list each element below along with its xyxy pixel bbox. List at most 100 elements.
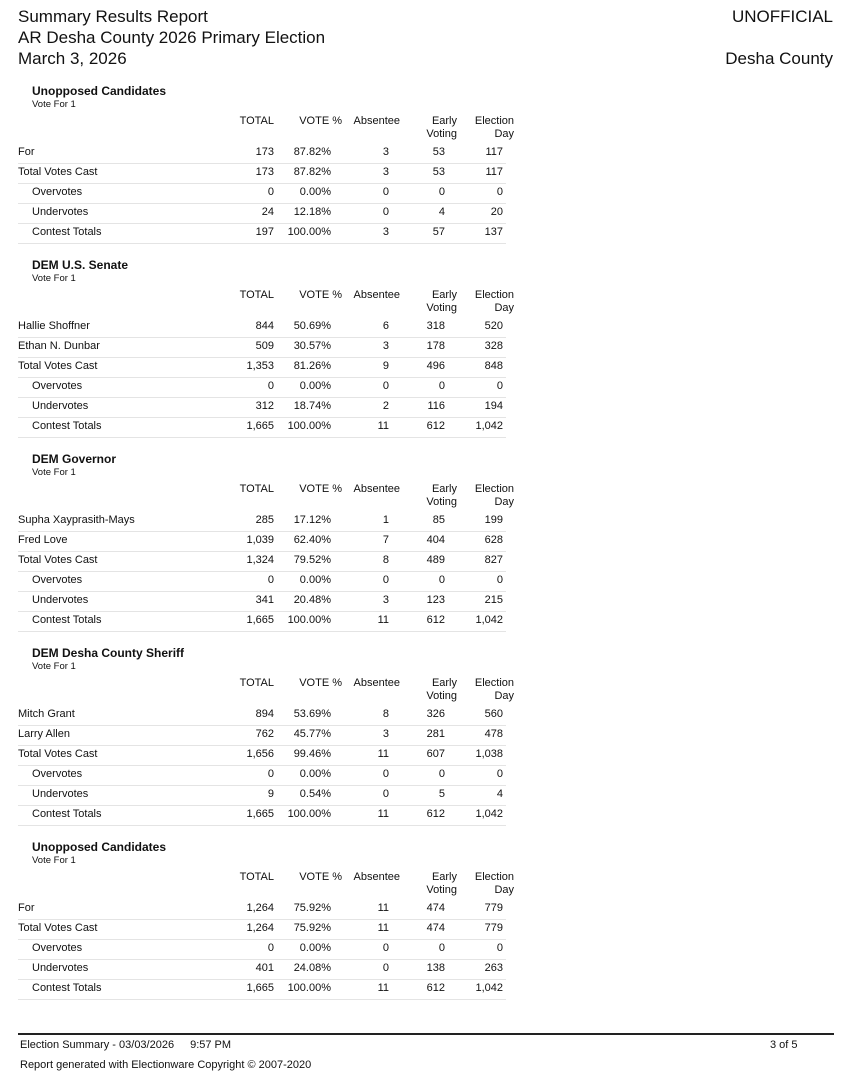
cell-total: 1,039 [246, 534, 274, 546]
col-absentee: Absentee [353, 483, 400, 495]
cell-early: 53 [432, 146, 445, 158]
cell-eday: 1,038 [475, 748, 503, 760]
col-early-voting: Early Voting [426, 115, 457, 140]
cell-absentee: 11 [377, 902, 389, 914]
cell-early: 123 [426, 594, 445, 606]
cell-pct: 0.00% [299, 574, 331, 586]
cell-pct: 100.00% [287, 808, 331, 820]
result-row: Fred Love 1,039 62.40% 7 404 628 [18, 531, 506, 552]
cell-pct: 100.00% [287, 614, 331, 626]
result-row: Overvotes 0 0.00% 0 0 0 [18, 377, 506, 398]
cell-eday: 848 [484, 360, 503, 372]
row-label: Overvotes [32, 574, 83, 586]
cell-eday: 0 [496, 768, 503, 780]
result-row: Undervotes 341 20.48% 3 123 215 [18, 591, 506, 612]
col-election-day: Election Day [474, 115, 514, 140]
row-label: Contest Totals [32, 982, 102, 994]
cell-total: 1,665 [246, 808, 274, 820]
cell-pct: 45.77% [293, 728, 331, 740]
cell-total: 894 [255, 708, 274, 720]
result-row: Mitch Grant 894 53.69% 8 326 560 [18, 705, 506, 726]
page-number: 3 of 5 [770, 1039, 798, 1051]
cell-total: 0 [267, 942, 274, 954]
cell-total: 341 [255, 594, 274, 606]
contest-title: Unopposed Candidates [32, 84, 167, 98]
result-row: Ethan N. Dunbar 509 30.57% 3 178 328 [18, 337, 506, 358]
cell-pct: 75.92% [293, 922, 331, 934]
cell-absentee: 11 [377, 982, 389, 994]
cell-eday: 117 [485, 166, 503, 178]
cell-eday: 0 [496, 942, 503, 954]
result-row: Hallie Shoffner 844 50.69% 6 318 520 [18, 317, 506, 338]
result-row: Contest Totals 1,665 100.00% 11 612 1,042 [18, 805, 506, 826]
cell-early: 607 [426, 748, 445, 760]
cell-absentee: 8 [382, 708, 389, 720]
result-row: Contest Totals 1,665 100.00% 11 612 1,042 [18, 979, 506, 1000]
row-label: Contest Totals [32, 614, 102, 626]
cell-pct: 53.69% [293, 708, 331, 720]
cell-pct: 75.92% [293, 902, 331, 914]
election-date: March 3, 2026 [18, 49, 127, 68]
cell-eday: 520 [484, 320, 503, 332]
cell-early: 496 [426, 360, 445, 372]
cell-absentee: 0 [382, 768, 389, 780]
contest-title: DEM Governor [32, 452, 117, 466]
cell-absentee: 11 [377, 748, 389, 760]
cell-absentee: 0 [382, 186, 389, 198]
result-row: Undervotes 24 12.18% 0 4 20 [18, 203, 506, 224]
cell-absentee: 8 [382, 554, 389, 566]
row-label: Undervotes [32, 962, 89, 974]
footer-generated: Report generated with Electionware Copyr… [20, 1059, 312, 1071]
cell-absentee: 0 [382, 206, 389, 218]
report-title: Summary Results Report [18, 7, 208, 26]
vote-for: Vote For 1 [32, 273, 76, 284]
cell-eday: 0 [496, 574, 503, 586]
cell-eday: 4 [496, 788, 503, 800]
row-label: Ethan N. Dunbar [18, 340, 100, 352]
cell-early: 612 [426, 808, 445, 820]
cell-pct: 100.00% [287, 982, 331, 994]
cell-eday: 328 [484, 340, 503, 352]
cell-pct: 62.40% [293, 534, 331, 546]
cell-total: 173 [255, 146, 274, 158]
cell-absentee: 11 [377, 808, 389, 820]
row-label: Overvotes [32, 186, 83, 198]
cell-absentee: 0 [382, 942, 389, 954]
row-label: Total Votes Cast [18, 748, 98, 760]
cell-total: 844 [255, 320, 274, 332]
cell-eday: 827 [484, 554, 503, 566]
result-row: Total Votes Cast 1,353 81.26% 9 496 848 [18, 357, 506, 378]
cell-pct: 100.00% [287, 420, 331, 432]
cell-eday: 1,042 [475, 614, 503, 626]
row-label: Fred Love [18, 534, 68, 546]
result-row: Overvotes 0 0.00% 0 0 0 [18, 765, 506, 786]
result-row: For 173 87.82% 3 53 117 [18, 143, 506, 164]
cell-early: 0 [438, 768, 445, 780]
cell-early: 5 [438, 788, 445, 800]
col-vote-pct: VOTE % [299, 677, 342, 689]
cell-early: 178 [426, 340, 445, 352]
cell-eday: 1,042 [475, 982, 503, 994]
result-row: Total Votes Cast 1,324 79.52% 8 489 827 [18, 551, 506, 572]
cell-eday: 560 [484, 708, 503, 720]
cell-total: 509 [255, 340, 274, 352]
cell-eday: 628 [484, 534, 503, 546]
cell-early: 0 [438, 942, 445, 954]
cell-absentee: 3 [382, 340, 389, 352]
row-label: For [18, 146, 35, 158]
cell-pct: 0.00% [299, 380, 331, 392]
cell-pct: 0.00% [299, 942, 331, 954]
cell-total: 197 [255, 226, 274, 238]
col-early-voting: Early Voting [426, 289, 457, 314]
row-label: Contest Totals [32, 808, 102, 820]
col-early-voting: Early Voting [426, 871, 457, 896]
cell-pct: 30.57% [293, 340, 331, 352]
cell-eday: 263 [484, 962, 503, 974]
col-absentee: Absentee [353, 677, 400, 689]
col-absentee: Absentee [353, 871, 400, 883]
row-label: Undervotes [32, 400, 89, 412]
vote-for: Vote For 1 [32, 467, 76, 478]
cell-eday: 1,042 [475, 808, 503, 820]
cell-early: 612 [426, 420, 445, 432]
cell-pct: 87.82% [293, 166, 331, 178]
